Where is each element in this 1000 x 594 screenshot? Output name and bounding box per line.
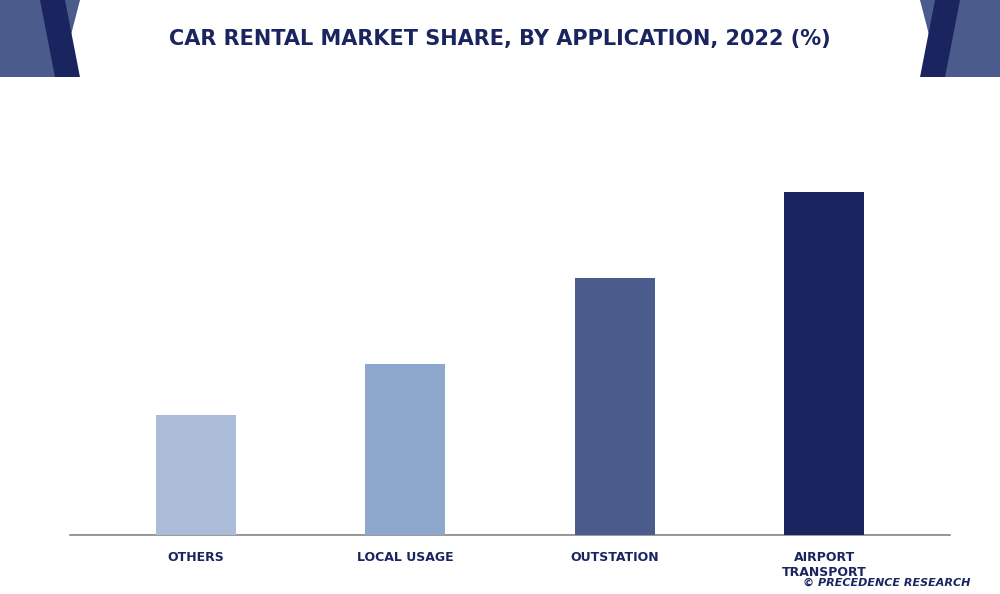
Bar (365, 364, 445, 535)
Polygon shape (920, 0, 1000, 77)
Bar (156, 415, 236, 535)
Polygon shape (920, 0, 960, 77)
Text: © PRECEDENCE RESEARCH: © PRECEDENCE RESEARCH (803, 578, 970, 588)
Polygon shape (0, 0, 80, 77)
Text: CAR RENTAL MARKET SHARE, BY APPLICATION, 2022 (%): CAR RENTAL MARKET SHARE, BY APPLICATION,… (169, 29, 831, 49)
Bar (575, 278, 655, 535)
Polygon shape (60, 0, 940, 77)
Bar (784, 192, 864, 535)
Polygon shape (40, 0, 80, 77)
